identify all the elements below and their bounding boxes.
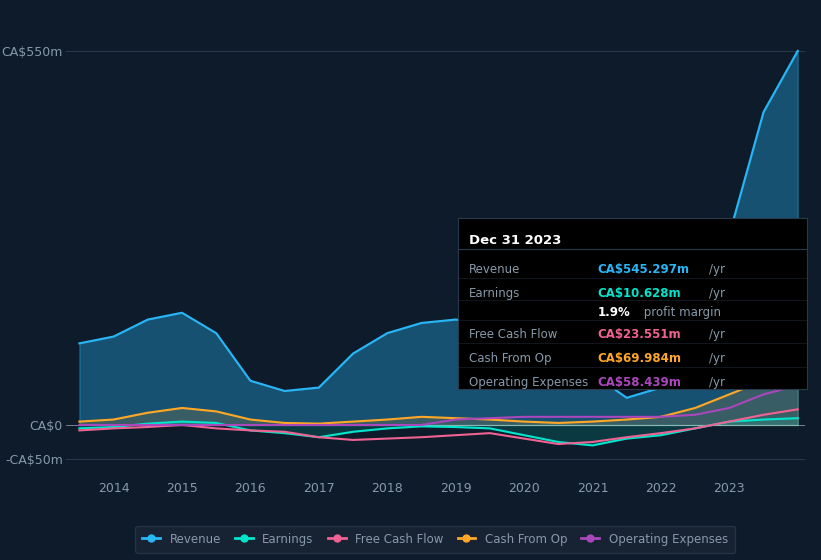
Text: Free Cash Flow: Free Cash Flow [469, 328, 557, 340]
Text: CA$545.297m: CA$545.297m [598, 263, 690, 276]
Text: CA$10.628m: CA$10.628m [598, 287, 681, 300]
Text: Cash From Op: Cash From Op [469, 352, 551, 365]
Text: CA$58.439m: CA$58.439m [598, 376, 681, 389]
Text: CA$69.984m: CA$69.984m [598, 352, 681, 365]
Text: Operating Expenses: Operating Expenses [469, 376, 588, 389]
Text: /yr: /yr [709, 328, 725, 340]
Text: Earnings: Earnings [469, 287, 520, 300]
Text: /yr: /yr [709, 376, 725, 389]
Legend: Revenue, Earnings, Free Cash Flow, Cash From Op, Operating Expenses: Revenue, Earnings, Free Cash Flow, Cash … [135, 526, 735, 553]
Text: 1.9%: 1.9% [598, 306, 631, 319]
Text: profit margin: profit margin [640, 306, 721, 319]
Text: /yr: /yr [709, 352, 725, 365]
Text: Revenue: Revenue [469, 263, 520, 276]
Text: /yr: /yr [709, 263, 725, 276]
Text: /yr: /yr [709, 287, 725, 300]
Text: CA$23.551m: CA$23.551m [598, 328, 681, 340]
Text: Dec 31 2023: Dec 31 2023 [469, 234, 561, 247]
